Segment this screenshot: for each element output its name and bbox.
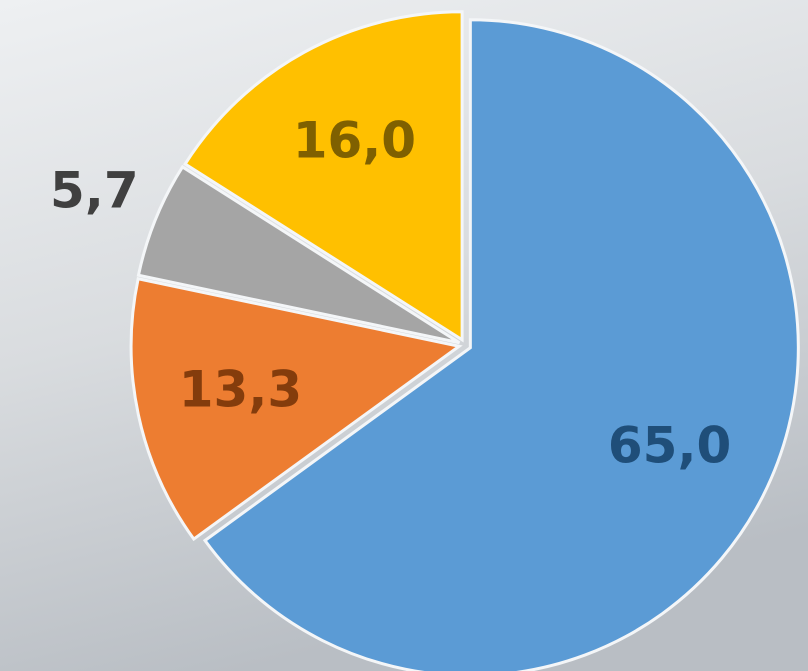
pie-slice [129,276,463,542]
data-label: 16,0 [293,111,416,169]
data-label: 5,7 [50,162,139,220]
data-label: 65,0 [608,417,731,475]
pie-slice [202,18,800,671]
pie-slice [136,164,461,345]
data-label: 13,3 [179,360,302,418]
pie-slice [183,10,464,343]
